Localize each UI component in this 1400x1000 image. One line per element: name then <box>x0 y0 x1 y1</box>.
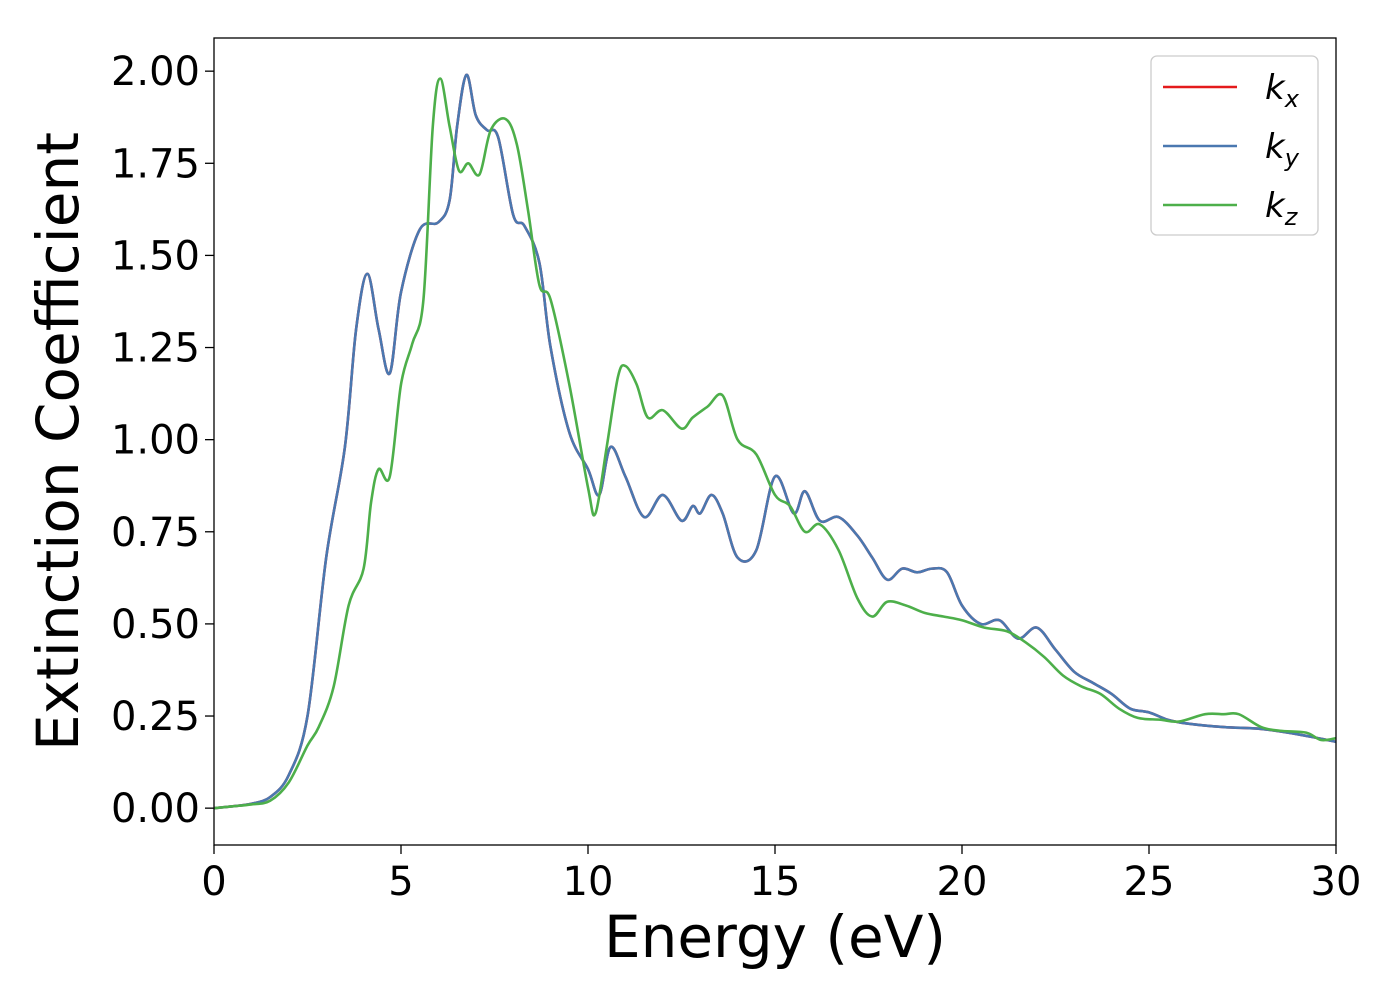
x-axis-label: Energy (eV) <box>604 903 946 971</box>
x-tick-label: 20 <box>937 859 988 905</box>
y-tick-label: 1.75 <box>111 141 200 187</box>
legend-entry-k-y: ky <box>1265 127 1300 172</box>
y-tick-label: 1.50 <box>111 233 200 279</box>
x-tick-label: 15 <box>750 859 801 905</box>
x-tick-label: 25 <box>1124 859 1175 905</box>
y-tick-label: 0.00 <box>111 786 200 832</box>
series-line-k-z <box>214 77 1336 810</box>
x-tick-label: 5 <box>388 859 413 905</box>
y-tick-label: 0.50 <box>111 602 200 648</box>
y-tick-label: 2.00 <box>111 49 200 95</box>
plot-lines <box>214 73 1336 810</box>
x-tick-label: 0 <box>201 859 226 905</box>
legend: kx ky kz <box>1150 55 1319 236</box>
x-tick-label: 30 <box>1311 859 1362 905</box>
legend-entry-k-z: kz <box>1265 186 1299 231</box>
y-axis-label: Extinction Coefficient <box>24 132 92 751</box>
y-tick-label: 1.25 <box>111 326 200 372</box>
series-line-k-y <box>214 73 1336 810</box>
x-tick-label: 10 <box>563 859 614 905</box>
y-tick-label: 0.25 <box>111 694 200 740</box>
x-axis-ticks: 0 5 10 15 20 25 30 <box>201 845 1361 905</box>
y-tick-label: 1.00 <box>111 418 200 464</box>
y-axis-ticks: 0.00 0.25 0.50 0.75 1.00 1.25 1.50 1.75 2.00 <box>111 49 214 832</box>
y-tick-label: 0.75 <box>111 510 200 556</box>
legend-entry-k-x: kx <box>1265 68 1300 113</box>
